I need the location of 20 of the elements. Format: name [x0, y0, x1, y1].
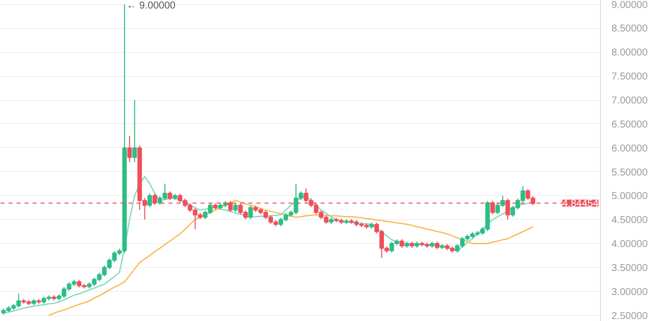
candlestick	[147, 192, 152, 208]
y-tick-label: 3.00000	[612, 286, 648, 298]
y-tick-label: 6.50000	[612, 119, 648, 130]
candlestick	[248, 205, 253, 220]
line-series	[48, 200, 534, 316]
y-tick-label: 5.50000	[612, 167, 648, 178]
y-tick-label: 7.00000	[612, 96, 648, 107]
y-tick-label: 6.00000	[612, 143, 648, 154]
annotation: ← 9.00000	[126, 0, 176, 12]
y-tick-label: 3.50000	[612, 262, 648, 274]
y-tick-label: 7.50000	[612, 72, 648, 83]
y-tick-label: 5.00000	[612, 191, 648, 202]
y-tick-label: 8.50000	[612, 24, 648, 35]
y-tick-label: 4.50000	[612, 215, 648, 226]
y-tick-label: 8.00000	[612, 48, 648, 59]
y-tick-label: 4.00000	[612, 239, 648, 250]
y-tick-label: 9.00000	[612, 0, 648, 11]
candlestick	[132, 100, 137, 163]
candlestick	[127, 135, 132, 163]
y-tick-label: 2.50000	[612, 310, 648, 321]
